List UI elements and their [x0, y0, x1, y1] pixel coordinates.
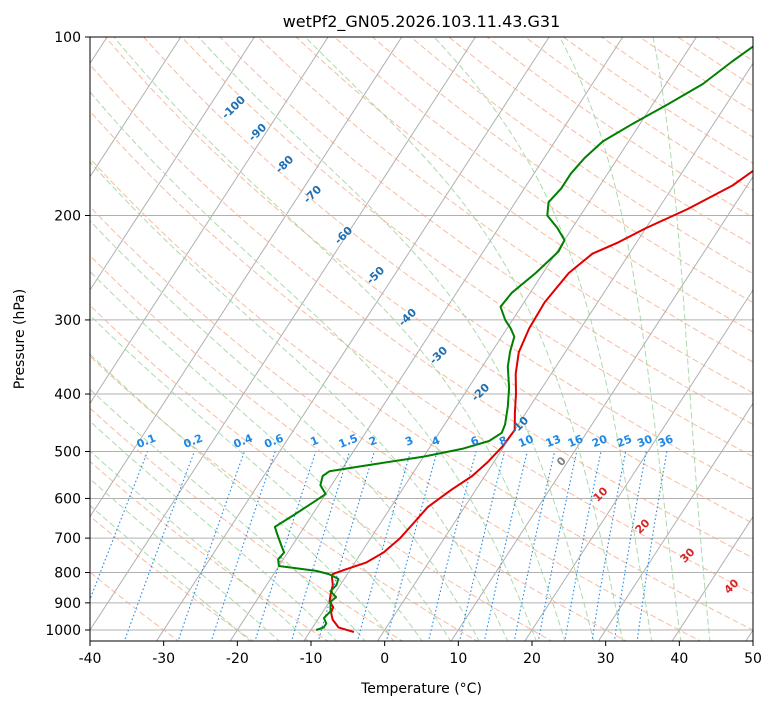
y-tick-label: 800	[54, 566, 81, 582]
mixing-ratio-label: 13	[544, 432, 563, 450]
moist-adiabat-line	[90, 314, 423, 641]
axes: -40 -30 -20 -10 0 10 20 30 40 50 100 200 300 400 500 60…	[45, 30, 762, 667]
mixing-ratio-label: 1	[309, 434, 321, 449]
plot-frame	[89, 36, 754, 642]
dry-adiabat-line	[90, 304, 553, 641]
mixing-ratio-label: 10	[516, 432, 535, 450]
dry-adiabats	[90, 37, 753, 641]
dry-adiabat-line	[90, 355, 478, 641]
isotherm-line	[450, 175, 753, 641]
mixing-ratio-line	[636, 451, 668, 641]
x-tick-label: 0	[380, 651, 389, 667]
dry-adiabat-line	[90, 515, 254, 641]
moist-adiabat-line	[304, 37, 624, 641]
isotherm-line	[671, 515, 753, 641]
mixing-ratio-label: 36	[656, 432, 675, 450]
moist-adiabat-line	[90, 450, 309, 641]
dry-adiabat-line	[334, 37, 753, 333]
moist-adiabats	[90, 37, 711, 641]
mixing-ratio-line	[210, 451, 276, 641]
moist-adiabat-line	[90, 504, 252, 641]
mixing-ratio-line	[123, 451, 195, 641]
isotherm-line	[524, 289, 753, 641]
dry-adiabat-line	[90, 63, 753, 559]
moist-adiabat-line	[90, 161, 509, 641]
mixing-ratio-line	[177, 451, 245, 641]
mixing-ratio-line	[356, 451, 412, 641]
x-tick-label: -10	[300, 651, 323, 667]
dry-adiabat-line	[295, 37, 753, 363]
x-tick-label: -30	[152, 651, 175, 667]
isotherm-line	[90, 37, 329, 405]
chart-title: wetPf2_GN05.2026.103.11.43.G31	[283, 12, 561, 32]
moist-adiabat-line	[90, 91, 537, 641]
moist-adiabat-line	[198, 37, 595, 641]
y-tick-label: 600	[54, 491, 81, 507]
y-tick-label: 300	[54, 313, 81, 329]
moist-adiabat-line	[90, 353, 395, 641]
moist-adiabat-line	[90, 388, 366, 641]
dewpoint-profile-line	[273, 45, 753, 631]
dry-adiabat-line	[90, 157, 753, 631]
dry-adiabat-line	[90, 205, 702, 641]
y-axis-label: Pressure (hPa)	[12, 289, 28, 389]
x-tick-label: 50	[744, 651, 762, 667]
isotherm-line	[90, 37, 255, 291]
y-tick-label: 400	[54, 387, 81, 403]
mixing-ratio-label: 3	[403, 434, 415, 449]
dry-adiabat-line	[372, 37, 753, 304]
mixing-ratio-label: 2	[367, 434, 379, 449]
x-tick-label: 20	[523, 651, 541, 667]
mixing-ratio-lines	[90, 451, 668, 641]
y-tick-label: 700	[54, 531, 81, 547]
y-tick-label: 900	[54, 596, 81, 612]
moist-adiabat-line	[559, 37, 682, 641]
profile-series	[273, 45, 753, 634]
y-tick-label: 1000	[45, 623, 81, 639]
moist-adiabat-line	[652, 37, 711, 641]
mixing-ratio-line	[290, 451, 351, 641]
x-tick-label: 30	[597, 651, 615, 667]
mixing-ratio-line	[459, 451, 506, 641]
isotherm-line	[229, 37, 624, 641]
isotherm-line	[90, 37, 476, 631]
y-tick-label: 200	[54, 209, 81, 225]
x-axis-label: Temperature (°C)	[360, 681, 482, 697]
x-tick-label: 10	[449, 651, 467, 667]
dry-adiabat-line	[90, 407, 404, 641]
mixing-ratio-line	[513, 451, 556, 641]
y-tick-label: 500	[54, 444, 81, 460]
mixing-ratio-label: 16	[566, 432, 585, 450]
mixing-ratio-label: 25	[615, 432, 634, 450]
mixing-ratio-line	[483, 451, 528, 641]
moist-adiabat-line	[433, 37, 653, 641]
x-tick-label: -20	[226, 651, 249, 667]
moist-adiabat-line	[90, 270, 452, 641]
x-tick-label: 40	[670, 651, 688, 667]
isotherm-line	[376, 62, 753, 641]
moist-adiabat-line	[90, 220, 480, 641]
isotherm-line	[90, 37, 182, 178]
mixing-ratio-label: 8	[497, 434, 509, 449]
mixing-ratio-line	[385, 451, 438, 641]
mixing-ratio-label: 30	[635, 432, 654, 450]
dry-adiabat-line	[181, 37, 753, 458]
mixing-ratio-line	[254, 451, 317, 641]
y-tick-label: 100	[54, 30, 81, 46]
moist-adiabat-line	[113, 37, 566, 641]
dry-adiabat-line	[143, 37, 753, 491]
mixing-ratio-line	[428, 451, 477, 641]
isotherm-line	[90, 37, 403, 518]
isotherm-line	[597, 402, 753, 641]
isotherms	[90, 37, 753, 641]
x-tick-label: -40	[79, 651, 102, 667]
dry-adiabat-line	[257, 37, 753, 394]
dry-adiabat-line	[105, 37, 753, 524]
moist-adiabat-line	[90, 478, 281, 641]
mixing-ratio-label: 20	[590, 432, 609, 450]
isotherm-line	[155, 37, 550, 641]
